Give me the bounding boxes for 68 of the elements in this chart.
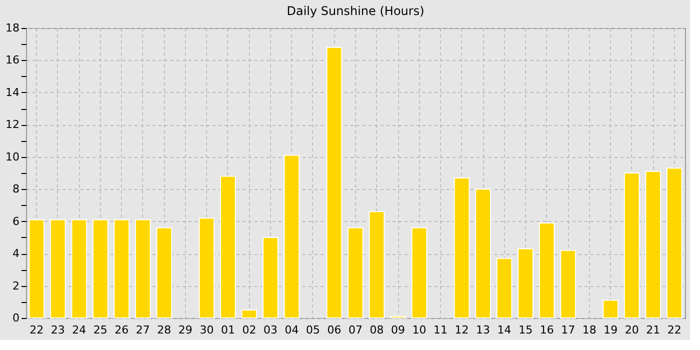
bar: [262, 236, 278, 318]
x-tick-label: 07: [348, 324, 362, 336]
y-tick-label: 4: [12, 247, 20, 260]
x-tick-label: 04: [284, 324, 299, 336]
x-tick-label: 09: [391, 324, 406, 336]
x-tick-label: 29: [178, 324, 192, 336]
bar: [645, 170, 662, 318]
x-tick-label: 13: [476, 324, 490, 336]
bar: [454, 177, 470, 318]
x-tick-label: 16: [540, 324, 554, 336]
x-tick-label: 14: [497, 324, 512, 336]
bar: [326, 46, 342, 318]
x-tick-label: 01: [220, 324, 235, 336]
y-tick-label: 14: [6, 86, 20, 99]
x-tick-label: 08: [370, 324, 384, 336]
x-tick-label: 17: [561, 324, 576, 336]
bar: [560, 250, 576, 318]
bar: [198, 218, 215, 318]
x-tick-label: 10: [412, 324, 426, 336]
x-tick-label: 05: [306, 324, 320, 336]
x-tick-label: 12: [454, 324, 469, 336]
bar: [50, 219, 66, 318]
x-tick-label: 30: [200, 324, 214, 336]
bar: [624, 172, 640, 318]
x-tick-label: 20: [624, 324, 639, 336]
bar: [348, 227, 364, 318]
y-tick-label: 10: [6, 150, 20, 164]
x-tick-label: 27: [136, 324, 150, 336]
bar: [156, 227, 172, 318]
x-tick-label: 03: [263, 324, 278, 336]
x-tick-label: 02: [242, 324, 256, 336]
x-tick-label: 23: [50, 324, 65, 336]
y-tick-label: 6: [12, 214, 20, 228]
chart-title: Daily Sunshine (Hours): [286, 4, 424, 18]
bar: [134, 219, 151, 318]
bar: [368, 211, 385, 318]
bar: [284, 154, 300, 318]
x-tick-label: 18: [582, 324, 596, 336]
y-tick-label: 18: [6, 22, 20, 34]
bar: [666, 168, 682, 318]
x-tick-label: 19: [604, 324, 618, 336]
bar: [602, 300, 619, 318]
bar: [411, 227, 428, 318]
bar: [92, 219, 108, 318]
bar: [71, 219, 88, 318]
x-tick-label: 22: [30, 324, 44, 336]
y-tick-label: 8: [12, 182, 20, 196]
bar: [475, 188, 491, 318]
x-tick-label: 26: [114, 324, 129, 336]
bar: [114, 219, 130, 318]
bar: [518, 248, 534, 318]
x-tick-label: 24: [72, 324, 86, 336]
x-tick-label: 06: [327, 324, 342, 336]
x-tick-label: 22: [667, 324, 682, 336]
y-tick-label: 16: [6, 54, 20, 67]
y-tick-label: 0: [12, 312, 20, 324]
y-tick-label: 12: [6, 118, 20, 132]
bar: [241, 309, 258, 318]
x-tick-label: 11: [434, 324, 448, 336]
x-tick-label: 21: [646, 324, 660, 336]
x-tick-label: 25: [93, 324, 108, 336]
x-tick-label: 15: [518, 324, 533, 336]
bar: [28, 219, 45, 318]
bar: [220, 176, 236, 318]
x-tick-label: 28: [157, 324, 172, 336]
y-tick-label: 2: [12, 279, 20, 292]
bar: [496, 258, 512, 318]
bar: [538, 222, 555, 318]
